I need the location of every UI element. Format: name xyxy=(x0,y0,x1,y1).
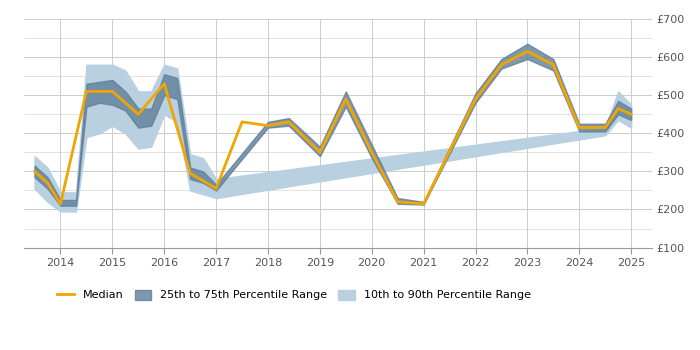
Legend: Median, 25th to 75th Percentile Range, 10th to 90th Percentile Range: Median, 25th to 75th Percentile Range, 1… xyxy=(52,284,536,306)
